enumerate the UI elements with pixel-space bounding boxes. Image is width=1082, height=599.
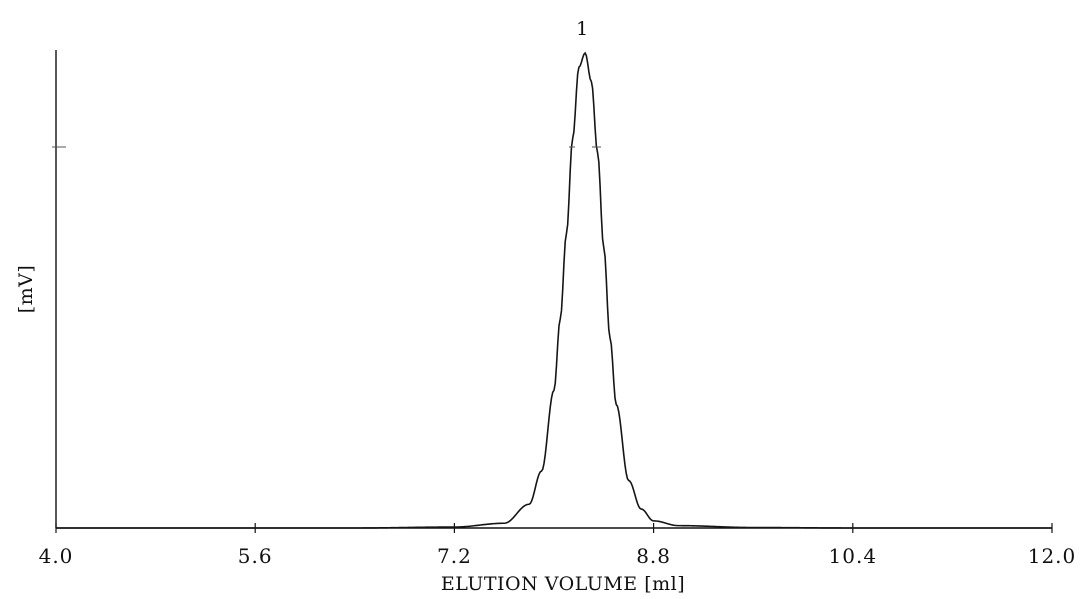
annotations: 1 <box>576 18 588 40</box>
y-axis-title: [mV] <box>15 265 37 314</box>
x-tick-label: 4.0 <box>39 544 74 568</box>
x-tick-label: 7.2 <box>437 544 472 568</box>
axes <box>55 50 1052 529</box>
peak-label: 1 <box>576 18 588 40</box>
x-ticks: 4.0 5.6 7.2 8.8 10.4 12.0 <box>39 523 1077 568</box>
x-tick-label: 12.0 <box>1028 544 1077 568</box>
trace-layer <box>56 51 1052 529</box>
x-tick-label: 8.8 <box>636 544 671 568</box>
x-tick-label: 5.6 <box>238 544 273 568</box>
x-axis-title: ELUTION VOLUME [ml] <box>441 573 685 595</box>
series-trace <box>56 51 1052 529</box>
x-tick-label: 10.4 <box>829 544 878 568</box>
